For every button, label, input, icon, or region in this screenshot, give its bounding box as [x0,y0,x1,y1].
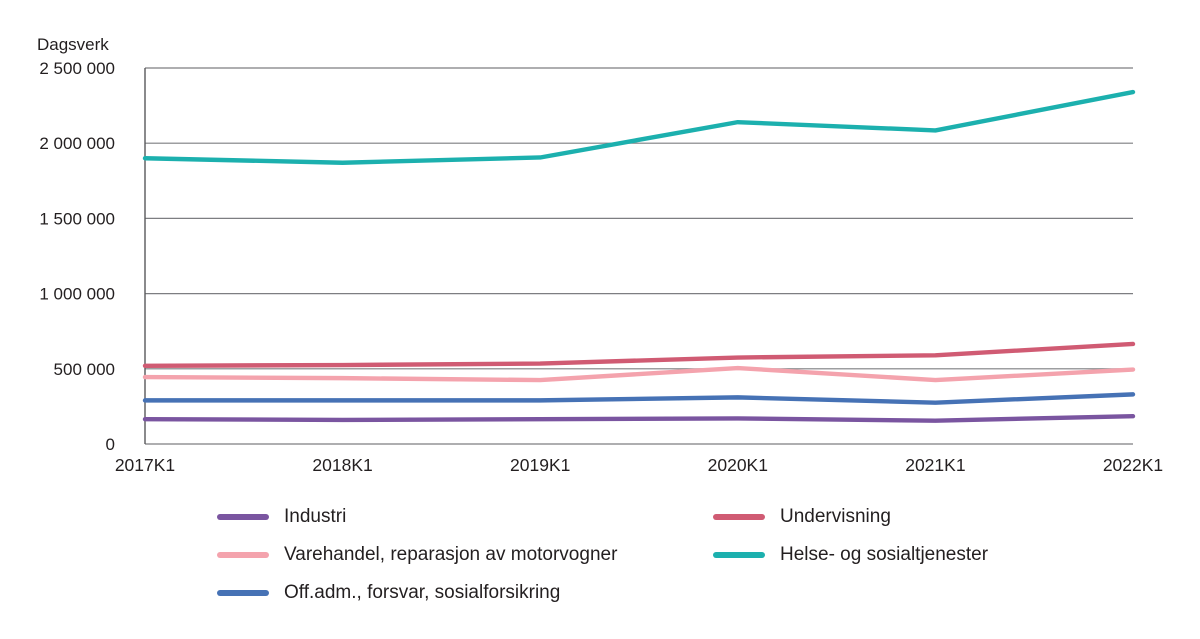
legend-item-undervisning: Undervisning [713,498,988,536]
plot-area: Dagsverk 0 500 000 1 000 000 1 500 000 2 000… [37,35,1163,475]
legend-label: Undervisning [780,506,891,527]
legend-item-varehandel-reparasjon-av-motorvogner: Varehandel, reparasjon av motorvogner [217,536,617,574]
x-axis-tick-label: 2017K1 [115,455,175,475]
y-axis-tick-label: 1 500 000 [39,209,115,228]
y-axis-tick-label: 0 [106,435,115,454]
y-axis-tick-label: 2 500 000 [39,59,115,78]
chart-legend: Industri Varehandel, reparasjon av motorv… [0,498,1200,639]
y-axis-tick-labels: 0 500 000 1 000 000 1 500 000 2 000 000 2 500… [39,59,115,454]
legend-label: Industri [284,506,347,527]
legend-swatch-undervisning [713,514,765,520]
x-axis-tick-label: 2022K1 [1103,455,1163,475]
legend-swatch-varehandel-reparasjon-av-motorvogner [217,552,269,558]
y-axis-tick-label: 1 000 000 [39,285,115,304]
legend-item-industri: Industri [217,498,617,536]
legend-label: Varehandel, reparasjon av motorvogner [284,544,618,565]
legend-column-right: Undervisning Helse- og sosialtjenester [713,498,988,574]
legend-label: Off.adm., forsvar, sosialforsikring [284,582,561,603]
x-axis-tick-labels: 2017K1 2018K1 2019K1 2020K1 2021K1 2022K1 [115,455,1163,475]
series-line-undervisning [142,341,1136,368]
series-line-off-adm-forsvar-sosialforsikring [142,392,1136,405]
legend-label: Helse- og sosialtjenester [780,544,989,565]
series-line-varehandel-reparasjon-av-motorvogner [142,365,1136,383]
x-axis-tick-label: 2019K1 [510,455,570,475]
legend-item-off-adm-forsvar-sosialforsikring: Off.adm., forsvar, sosialforsikring [217,574,617,612]
legend-item-helse-og-sosialtjenester: Helse- og sosialtjenester [713,536,988,574]
x-axis-tick-label: 2018K1 [312,455,372,475]
x-axis-tick-label: 2021K1 [905,455,965,475]
gridlines [145,67,1133,445]
y-axis-tick-label: 500 000 [54,360,115,379]
series-line-industri [142,413,1136,423]
y-axis-tick-label: 2 000 000 [39,134,115,153]
legend-swatch-helse-og-sosialtjenester [713,552,765,558]
x-axis-tick-label: 2020K1 [708,455,768,475]
legend-swatch-industri [217,514,269,520]
series-line-helse-og-sosialtjenester [142,89,1136,165]
y-axis-title: Dagsverk [37,35,109,54]
series-lines [142,89,1136,423]
legend-swatch-off-adm-forsvar-sosialforsikring [217,590,269,596]
legend-column-left: Industri Varehandel, reparasjon av motorv… [217,498,617,612]
